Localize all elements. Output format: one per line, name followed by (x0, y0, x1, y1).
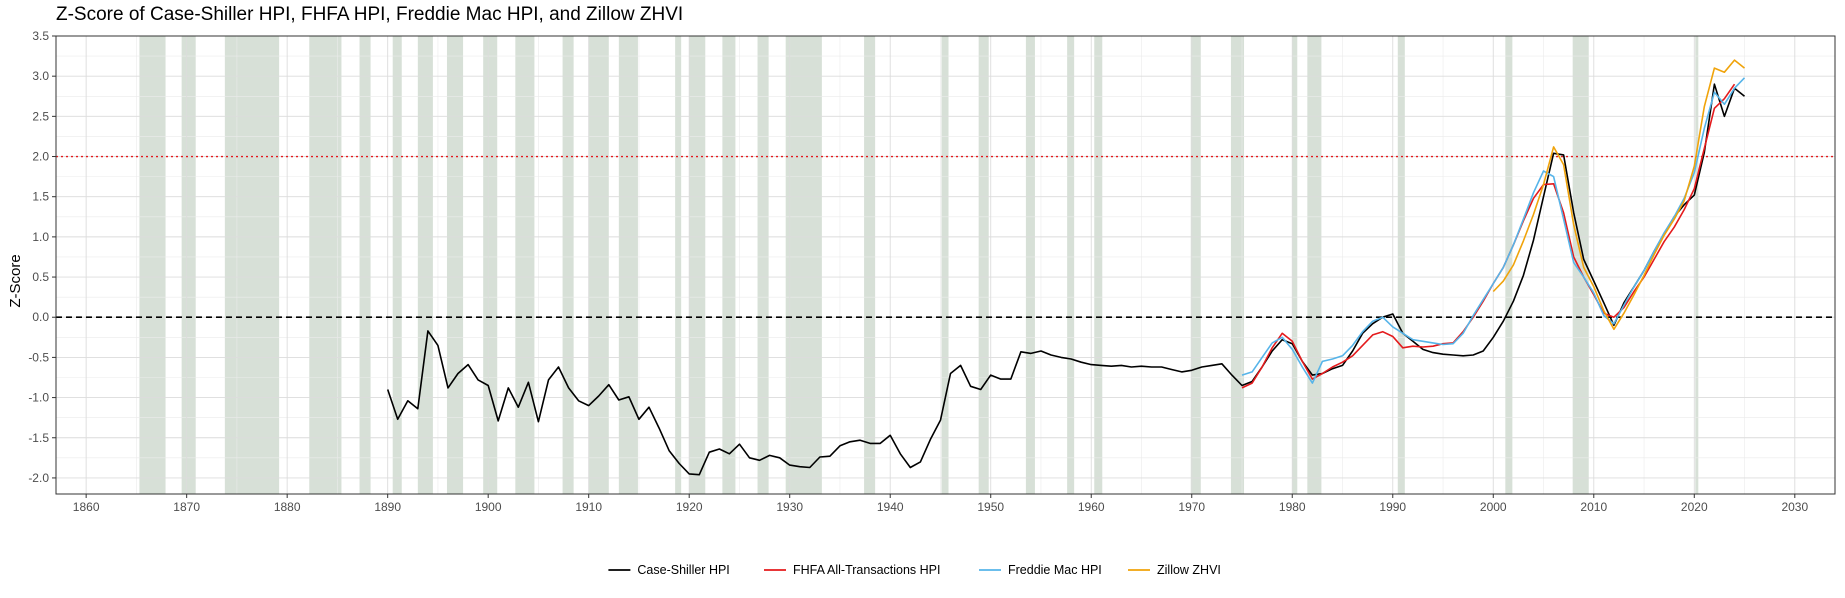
y-tick-label: 3.5 (32, 29, 49, 43)
x-tick-label: 1860 (73, 500, 100, 514)
legend-item: Freddie Mac HPI (979, 563, 1102, 577)
recession-band (757, 36, 769, 494)
recession-band (562, 36, 574, 494)
x-tick-label: 1960 (1078, 500, 1105, 514)
chart-title: Z-Score of Case-Shiller HPI, FHFA HPI, F… (56, 4, 684, 25)
recession-band (1094, 36, 1103, 494)
recession-band (864, 36, 876, 494)
x-tick-label: 2010 (1580, 500, 1607, 514)
recession-band (446, 36, 464, 494)
recession-band (309, 36, 342, 494)
y-axis-title: Z-Score (7, 254, 24, 307)
y-tick-label: -1.0 (28, 391, 49, 405)
recession-band (689, 36, 706, 494)
legend-item: Zillow ZHVI (1128, 563, 1221, 577)
recession-layer (139, 36, 1699, 494)
y-tick-label: 1.0 (32, 230, 49, 244)
recession-band (417, 36, 433, 494)
legend-label: FHFA All-Transactions HPI (793, 563, 941, 577)
y-tick-label: -1.5 (28, 431, 49, 445)
recession-band (1397, 36, 1405, 494)
x-tick-label: 1950 (977, 500, 1004, 514)
x-tick-label: 1900 (475, 500, 502, 514)
x-tick-label: 1870 (173, 500, 200, 514)
recession-band (483, 36, 498, 494)
y-tick-label: -0.5 (28, 350, 49, 364)
recession-band (941, 36, 949, 494)
recession-band (515, 36, 535, 494)
y-tick-label: 0.5 (32, 270, 49, 284)
axis-layer: 1860 1870 1880 1890 1900 1910 1920 1930 1940 1950… (28, 29, 1836, 514)
x-tick-label: 2000 (1480, 500, 1507, 514)
y-tick-label: 1.5 (32, 190, 49, 204)
y-tick-label: 2.0 (32, 150, 49, 164)
recession-band (392, 36, 402, 494)
recession-band (139, 36, 166, 494)
legend-item: FHFA All-Transactions HPI (764, 563, 941, 577)
series-line-freddie-mac-hpi (1241, 77, 1746, 384)
x-tick-label: 2020 (1681, 500, 1708, 514)
recession-band (978, 36, 989, 494)
series-layer (386, 59, 1746, 476)
y-tick-label: 0.0 (32, 310, 49, 324)
recession-band (1505, 36, 1513, 494)
x-tick-label: 1920 (676, 500, 703, 514)
x-tick-label: 1930 (776, 500, 803, 514)
reference-lines (56, 155, 1835, 319)
recession-band (224, 36, 280, 494)
x-tick-label: 1970 (1178, 500, 1205, 514)
x-tick-label: 1880 (274, 500, 301, 514)
x-tick-label: 1910 (575, 500, 602, 514)
recession-band (1025, 36, 1035, 494)
y-tick-label: 3.0 (32, 69, 49, 83)
x-tick-label: 1890 (374, 500, 401, 514)
legend-label: Case-Shiller HPI (637, 563, 729, 577)
recession-band (785, 36, 822, 494)
plot-border (55, 35, 1836, 495)
recession-band (588, 36, 609, 494)
y-tick-label: -2.0 (28, 471, 49, 485)
x-tick-label: 2030 (1781, 500, 1808, 514)
series-line-zillow-zhvi (1492, 59, 1745, 331)
recession-band (359, 36, 371, 494)
x-tick-label: 1980 (1279, 500, 1306, 514)
x-tick-label: 1990 (1379, 500, 1406, 514)
legend-item: Case-Shiller HPI (608, 563, 730, 577)
x-tick-label: 1940 (877, 500, 904, 514)
recession-band (181, 36, 196, 494)
recession-band (722, 36, 736, 494)
recession-band (1230, 36, 1245, 494)
recession-band (1292, 36, 1298, 494)
legend: Case-Shiller HPI FHFA All-Transactions HP… (608, 563, 1221, 577)
recession-band (1067, 36, 1075, 494)
recession-band (1307, 36, 1322, 494)
recession-band (675, 36, 682, 494)
recession-band (1695, 36, 1699, 494)
legend-label: Zillow ZHVI (1157, 563, 1221, 577)
recession-band (618, 36, 638, 494)
y-tick-label: 2.5 (32, 109, 49, 123)
series-line-case-shiller-hpi (386, 83, 1746, 476)
legend-label: Freddie Mac HPI (1008, 563, 1102, 577)
recession-band (1572, 36, 1589, 494)
recession-band (1190, 36, 1201, 494)
